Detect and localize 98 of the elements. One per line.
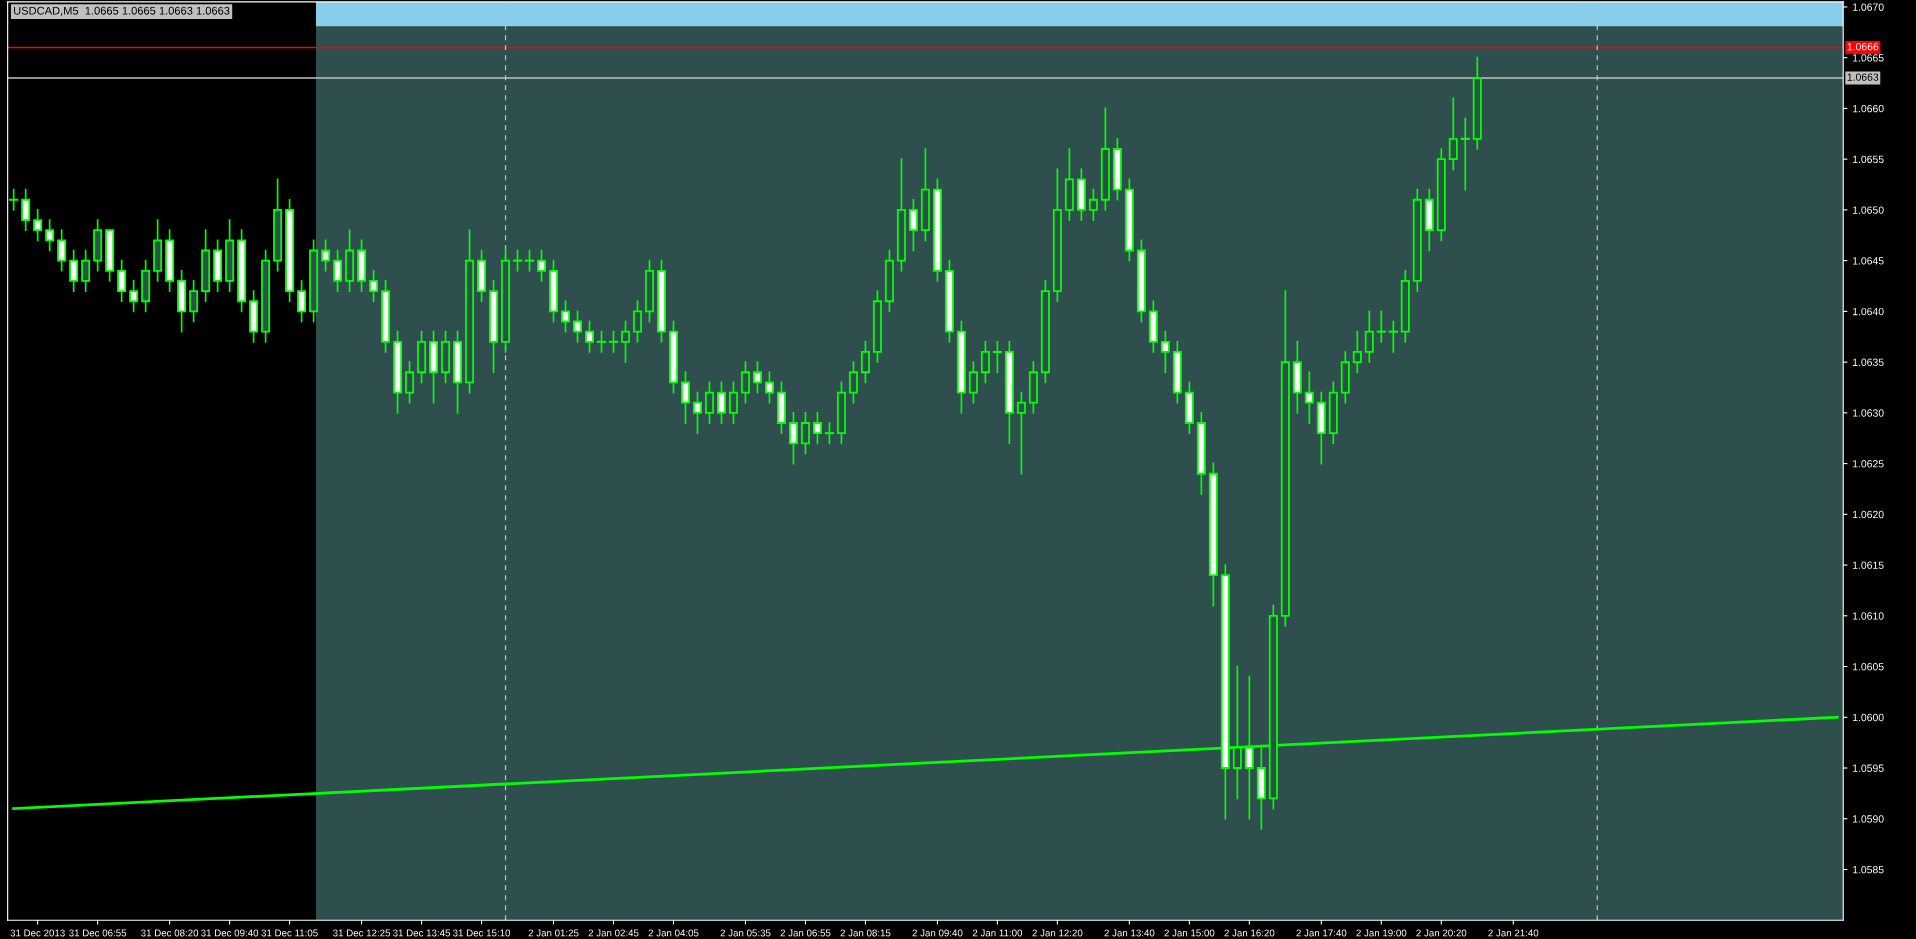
candlestick — [992, 340, 1003, 374]
candlestick — [1352, 330, 1362, 374]
x-tick-label: 31 Dec 06:55 — [69, 929, 127, 937]
candlestick — [561, 300, 571, 333]
y-tick-label: 1.0650 — [1853, 206, 1884, 214]
candlestick — [848, 361, 858, 404]
x-tick-label: 31 Dec 09:40 — [201, 929, 259, 937]
candlestick — [189, 280, 199, 323]
candlestick — [740, 361, 750, 404]
x-tick-label: 2 Jan 20:20 — [1416, 929, 1467, 937]
candlestick — [405, 361, 415, 404]
y-tick-label: 1.0640 — [1853, 307, 1884, 316]
candlestick — [968, 361, 978, 404]
y-tick-label: 1.0655 — [1853, 155, 1884, 164]
y-tick-label: 1.0585 — [1853, 865, 1884, 874]
candlestick — [69, 249, 79, 292]
x-tick-label: 2 Jan 12:20 — [1032, 929, 1083, 937]
y-tick-label: 1.0630 — [1853, 409, 1884, 417]
candlestick — [608, 330, 619, 353]
candlestick — [716, 381, 726, 424]
candlestick — [1376, 310, 1386, 343]
x-tick-label: 31 Dec 11:05 — [261, 929, 318, 937]
candlestick — [1460, 117, 1470, 191]
x-tick-label: 31 Dec 15:10 — [453, 929, 511, 937]
x-tick-label: 2 Jan 05:35 — [720, 929, 771, 937]
candlestick — [117, 259, 127, 303]
candlestick — [1016, 391, 1026, 475]
x-tick-label: 31 Dec 2013 — [10, 929, 65, 937]
ref-line-label: 1.0666 — [1847, 42, 1879, 51]
candlestick — [33, 209, 43, 242]
candlestick — [537, 249, 547, 282]
candlestick — [57, 229, 67, 272]
y-tick-label: 1.0590 — [1853, 815, 1884, 823]
y-tick-label: 1.0660 — [1853, 104, 1884, 113]
candlestick — [824, 422, 835, 445]
candlestick — [908, 198, 918, 252]
candlestick — [764, 371, 774, 404]
candlestick — [1448, 97, 1458, 171]
x-tick-label: 2 Jan 09:40 — [912, 929, 963, 937]
candlestick — [21, 188, 31, 232]
candlestick — [129, 280, 139, 313]
candlestick — [800, 412, 810, 455]
x-tick-label: 2 Jan 02:45 — [588, 929, 639, 937]
candlestick — [9, 188, 19, 211]
candlestick — [704, 381, 714, 424]
candlestick — [728, 381, 738, 424]
ref-line-label: 1.0663 — [1847, 73, 1879, 81]
y-tick-label: 1.0670 — [1853, 3, 1884, 11]
x-tick-label: 2 Jan 11:00 — [972, 929, 1023, 937]
x-tick-label: 2 Jan 17:40 — [1296, 929, 1347, 937]
y-tick-label: 1.0620 — [1853, 510, 1884, 519]
candlestick — [680, 371, 690, 424]
x-tick-label: 2 Jan 21:40 — [1488, 929, 1539, 937]
candlestick — [573, 310, 583, 343]
y-tick-label: 1.0600 — [1853, 713, 1884, 722]
chart-title: USDCAD,M5 1.0665 1.0665 1.0663 1.0663 — [14, 6, 230, 16]
y-tick-label: 1.0665 — [1853, 54, 1884, 62]
x-tick-label: 2 Jan 06:55 — [780, 929, 831, 937]
candlestick — [512, 249, 523, 272]
y-tick-label: 1.0595 — [1853, 764, 1884, 772]
x-tick-label: 2 Jan 08:15 — [840, 929, 891, 937]
candlestick — [297, 280, 307, 323]
x-tick-label: 2 Jan 15:00 — [1164, 929, 1215, 937]
candlestick — [860, 340, 870, 384]
y-tick-label: 1.0635 — [1853, 358, 1884, 366]
x-tick-label: 2 Jan 19:00 — [1356, 929, 1407, 937]
candlestick — [369, 269, 379, 303]
candlestick — [632, 300, 643, 343]
candlestick — [524, 249, 535, 272]
candlestick — [1304, 371, 1314, 424]
y-tick-label: 1.0610 — [1853, 612, 1884, 620]
x-tick-label: 2 Jan 16:20 — [1224, 929, 1275, 937]
x-tick-label: 2 Jan 04:05 — [648, 929, 699, 937]
candlestick — [1088, 188, 1098, 221]
x-tick-label: 31 Dec 12:25 — [333, 929, 391, 937]
x-tick-label: 31 Dec 13:45 — [393, 929, 451, 937]
candlestick — [692, 391, 702, 434]
candlestick — [585, 320, 595, 353]
candlestick — [621, 320, 631, 363]
x-tick-label: 31 Dec 08:20 — [141, 929, 199, 937]
candlestick — [596, 330, 607, 353]
candlestick — [81, 249, 91, 292]
y-tick-label: 1.0645 — [1853, 257, 1884, 265]
candlestick — [788, 412, 798, 465]
candlestick — [333, 249, 343, 292]
candlestick — [1160, 330, 1170, 374]
y-tick-label: 1.0625 — [1853, 460, 1884, 468]
candlestick — [321, 239, 331, 272]
candlestick — [752, 361, 762, 394]
candlestick — [812, 412, 822, 445]
candlestick — [45, 219, 55, 252]
x-tick-label: 2 Jan 01:25 — [528, 929, 579, 937]
y-tick-label: 1.0605 — [1853, 663, 1884, 671]
x-tick-label: 2 Jan 13:40 — [1104, 929, 1155, 937]
y-tick-label: 1.0615 — [1853, 561, 1884, 569]
candlestick — [1364, 310, 1374, 363]
candlestick — [980, 340, 990, 384]
candlestick — [1388, 320, 1398, 353]
